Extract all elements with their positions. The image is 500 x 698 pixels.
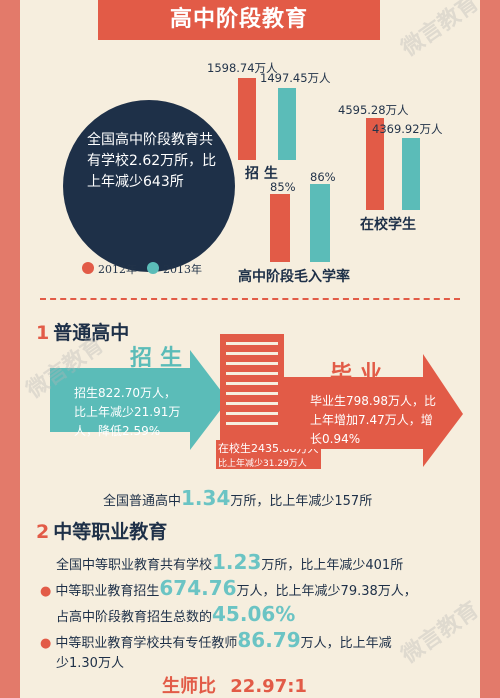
l4-post: 万人，比上年减	[300, 636, 392, 651]
label-enroll: 招 生	[245, 166, 278, 182]
section2-title: 中等职业教育	[53, 521, 168, 543]
section1-heading: 1 普通高中	[36, 318, 129, 345]
school-text-2: 比上年减少31.29万人	[218, 459, 307, 469]
legend-label-2013: 2013年	[163, 263, 202, 276]
section1-title: 普通高中	[53, 322, 130, 344]
section2-line4: ● 中等职业教育学校共有专任教师86.79万人，比上年减	[40, 628, 392, 652]
bar-rate-2013	[310, 184, 330, 262]
legend-dot-2012	[82, 262, 94, 274]
l1-pre: 全国中等职业教育共有学校	[56, 558, 213, 573]
total-big: 1.34	[181, 486, 231, 510]
l4-pre: 中等职业教育学校共有专任教师	[55, 636, 238, 651]
left-border	[0, 0, 20, 698]
bullet-2: ●	[40, 636, 52, 651]
section2-line3: 占高中阶段教育招生总数的45.06%	[56, 602, 295, 626]
ratio-value: 22.97:1	[230, 676, 307, 697]
page-title: 高中阶段教育	[98, 0, 380, 40]
legend-dot-2013	[147, 262, 159, 274]
total-pre: 全国普通高中	[103, 494, 182, 509]
label-enroll-2012: 1598.74万人	[207, 61, 278, 75]
section-divider	[40, 298, 460, 300]
enroll-text: 招生822.70万人，比上年减少21.91万人，降低2.59%	[74, 386, 181, 438]
total-post: 万所，比上年减少157所	[230, 494, 373, 509]
label-in-school: 在校学生	[360, 217, 416, 233]
label-rate-2013: 86%	[310, 170, 336, 184]
label-gross-rate: 高中阶段毛入学率	[238, 269, 350, 285]
bar-school-2012	[366, 118, 384, 210]
l1-big: 1.23	[212, 550, 262, 574]
label-school-2012: 4595.28万人	[338, 103, 409, 117]
section2-line2: ● 中等职业教育招生674.76万人，比上年减少79.38万人，	[40, 576, 417, 600]
ratio: 生师比 22.97:1	[162, 672, 307, 698]
section2-line5: 少1.30万人	[56, 656, 124, 671]
ratio-label: 生师比	[162, 676, 216, 697]
l3-big: 45.06%	[212, 602, 296, 626]
label-rate-2012: 85%	[270, 180, 296, 194]
section1-total: 全国普通高中1.34万所，比上年减少157所	[103, 486, 372, 510]
section2-line1: 全国中等职业教育共有学校1.23万所，比上年减少401所	[56, 550, 403, 574]
l3-pre: 占高中阶段教育招生总数的	[56, 610, 213, 625]
l2-post: 万人，比上年减少79.38万人，	[236, 584, 417, 599]
bar-enroll-2013	[278, 88, 296, 160]
enroll-heading: 招生	[130, 346, 191, 371]
bullet-1: ●	[40, 584, 52, 599]
l4-big: 86.79	[237, 628, 301, 652]
label-school-2013: 4369.92万人	[372, 122, 443, 136]
enroll-arrow	[50, 350, 228, 450]
l2-pre: 中等职业教育招生	[55, 584, 160, 599]
label-enroll-2013: 1497.45万人	[260, 71, 331, 85]
bar-school-2013	[402, 138, 420, 210]
bar-rate-2012	[270, 194, 290, 262]
grad-text: 毕业生798.98万人，比上年增加7.47万人，增长0.94%	[310, 394, 436, 446]
legend-label-2012: 2012年	[98, 263, 137, 276]
l1-post: 万所，比上年减少401所	[261, 558, 404, 573]
section2-number: 2	[36, 521, 50, 543]
bar-enroll-2012	[238, 78, 256, 160]
section1-number: 1	[36, 322, 50, 344]
section2-heading: 2 中等职业教育	[36, 517, 167, 544]
summary-text: 全国高中阶段教育共有学校2.62万所，比上年减少643所	[87, 132, 217, 190]
right-border	[480, 0, 500, 698]
l2-big: 674.76	[159, 576, 237, 600]
grad-arrow	[283, 354, 463, 467]
summary-circle: 全国高中阶段教育共有学校2.62万所，比上年减少643所	[63, 100, 235, 272]
